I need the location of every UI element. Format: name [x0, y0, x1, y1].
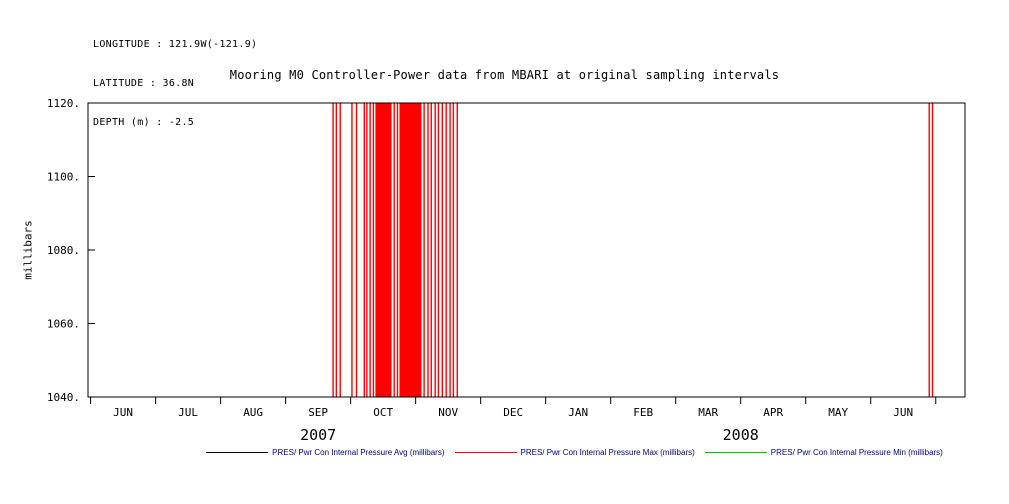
pressure-max-spike: [434, 103, 436, 397]
x-month-label: JUN: [113, 406, 133, 419]
x-month-label: MAY: [828, 406, 848, 419]
pressure-max-spike: [449, 103, 451, 397]
pressure-max-spike: [427, 103, 429, 397]
pressure-max-spike: [393, 103, 395, 397]
x-month-label: MAR: [698, 406, 718, 419]
x-month-label: JUN: [893, 406, 913, 419]
y-tick-label: 1120.: [47, 97, 80, 110]
pressure-max-spike: [366, 103, 368, 397]
legend-item-max: PRES/ Pwr Con Internal Pressure Max (mil…: [454, 448, 695, 457]
legend-item-min: PRES/ Pwr Con Internal Pressure Min (mil…: [704, 448, 943, 457]
latitude-text: LATITUDE : 36.8N: [93, 78, 195, 89]
longitude-text: LONGITUDE : 121.9W(-121.9): [93, 39, 258, 50]
x-year-label: 2007: [300, 426, 336, 444]
legend-label-min: PRES/ Pwr Con Internal Pressure Min (mil…: [770, 448, 943, 457]
x-month-label: NOV: [438, 406, 458, 419]
x-month-label: APR: [763, 406, 783, 419]
y-tick-label: 1080.: [47, 244, 80, 257]
pressure-max-spike: [430, 103, 432, 397]
legend-line-avg: [206, 452, 269, 453]
legend-label-avg: PRES/ Pwr Con Internal Pressure Avg (mil…: [272, 448, 445, 457]
pressure-max-spike: [452, 103, 455, 397]
x-month-label: OCT: [373, 406, 393, 419]
y-tick-label: 1040.: [47, 391, 80, 404]
pressure-max-spike: [369, 103, 371, 397]
pressure-max-spike: [928, 103, 930, 397]
pressure-max-spike: [375, 103, 392, 397]
location-header: LONGITUDE : 121.9W(-121.9) LATITUDE : 36…: [93, 12, 257, 155]
pressure-max-spike: [332, 103, 334, 397]
pressure-max-spike: [456, 103, 458, 397]
x-month-label: AUG: [243, 406, 263, 419]
pressure-max-spike: [441, 103, 444, 397]
legend-label-max: PRES/ Pwr Con Internal Pressure Max (mil…: [520, 448, 695, 457]
pressure-max-spike: [437, 103, 440, 397]
pressure-max-spike: [335, 103, 338, 397]
pressure-max-spike: [423, 103, 425, 397]
x-month-label: JUL: [178, 406, 198, 419]
x-year-label: 2008: [723, 426, 759, 444]
pressure-max-spike: [399, 103, 422, 397]
legend-line-max: [454, 452, 517, 453]
pressure-max-spike: [931, 103, 934, 397]
pressure-max-spike: [351, 103, 353, 397]
x-month-label: JAN: [568, 406, 588, 419]
pressure-max-spike: [355, 103, 358, 397]
pressure-max-spike: [339, 103, 341, 397]
x-month-label: SEP: [308, 406, 328, 419]
pressure-max-spike: [445, 103, 447, 397]
chart-title: Mooring M0 Controller-Power data from MB…: [229, 68, 780, 82]
plot-border: [87, 102, 966, 398]
pressure-max-spike: [396, 103, 399, 397]
y-tick-label: 1060.: [47, 318, 80, 331]
pressure-max-spike: [363, 103, 365, 397]
legend: PRES/ Pwr Con Internal Pressure Avg (mil…: [140, 448, 1009, 457]
y-tick-label: 1100.: [47, 171, 80, 184]
legend-line-min: [704, 452, 767, 453]
pressure-max-spike: [372, 103, 375, 397]
legend-item-avg: PRES/ Pwr Con Internal Pressure Avg (mil…: [206, 448, 445, 457]
depth-text: DEPTH (m) : -2.5: [93, 117, 195, 128]
x-month-label: DEC: [503, 406, 523, 419]
x-month-label: FEB: [633, 406, 653, 419]
